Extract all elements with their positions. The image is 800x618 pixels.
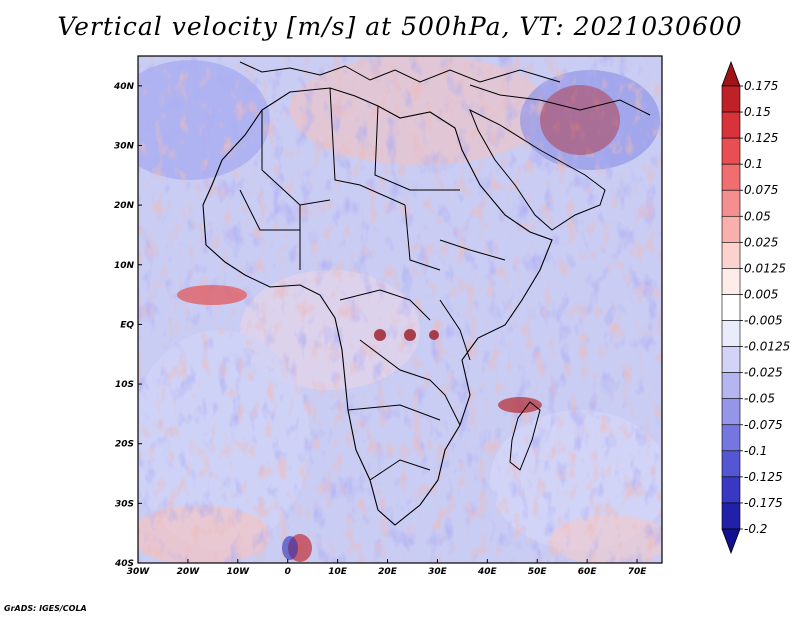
lon-tick-label: 10E — [328, 567, 348, 577]
lat-tick-label: 20S — [115, 440, 134, 450]
lat-tick-label: 20N — [114, 201, 135, 211]
lat-tick-label: 30S — [115, 499, 134, 509]
axis-ticks: 30W 20W 10W 0 10E 20E 30E 40E 50E 60E 70E 40N 30N 20N… — [113, 82, 647, 577]
colorbar-segment — [721, 450, 741, 478]
colorbar-segment — [721, 137, 741, 165]
colorbar-label: -0.175 — [744, 496, 783, 510]
colorbar-segment — [721, 111, 741, 139]
colorbar: 0.175 0.15 0.125 0.1 0.075 0.05 0.025 0.0125 0.0… — [721, 60, 790, 555]
colorbar-label: 0.15 — [744, 105, 771, 119]
lat-tick-label: 10S — [115, 380, 134, 390]
coastlines — [202, 61, 651, 526]
colorbar-segment — [721, 242, 741, 269]
colorbar-segment — [721, 85, 741, 113]
colorbar-label: 0.075 — [744, 183, 778, 197]
colorbar-segment — [721, 189, 741, 217]
colorbar-label: 0.005 — [744, 287, 778, 301]
colorbar-segment — [721, 215, 741, 243]
colorbar-label: -0.005 — [744, 314, 783, 328]
lon-tick-label: 20E — [378, 567, 398, 577]
map-title: Vertical velocity [m/s] at 500hPa, VT: 2… — [57, 12, 743, 41]
lon-tick-label: 70E — [628, 567, 648, 577]
colorbar-segment — [721, 476, 741, 504]
plot-frame — [137, 55, 663, 564]
colorbar-label: 0.025 — [744, 235, 778, 249]
colorbar-label: -0.05 — [744, 392, 775, 406]
colorbar-segment — [721, 294, 741, 321]
colorbar-label: 0.1 — [744, 157, 763, 171]
colorbar-segment — [721, 372, 741, 400]
lat-tick-label: 10N — [114, 261, 135, 271]
colorbar-segment — [721, 398, 741, 426]
colorbar-label: -0.125 — [744, 470, 783, 484]
lon-tick-label: 0 — [285, 567, 291, 577]
credit-text: GrADS: IGES/COLA — [4, 604, 87, 613]
colorbar-label: -0.0125 — [744, 340, 790, 354]
lon-tick-label: 30E — [428, 567, 448, 577]
lon-tick-label: 10W — [227, 567, 251, 577]
velocity-field — [138, 56, 662, 563]
colorbar-label: -0.075 — [744, 418, 783, 432]
colorbar-label: 0.0125 — [744, 261, 786, 275]
colorbar-segment — [721, 163, 741, 191]
colorbar-label: -0.2 — [744, 522, 767, 536]
colorbar-label: 0.05 — [744, 209, 771, 223]
colorbar-label: 0.175 — [744, 79, 778, 93]
lon-tick-label: 50E — [528, 567, 548, 577]
lon-tick-label: 40E — [477, 567, 498, 577]
colorbar-segment — [721, 346, 741, 373]
lon-tick-label: 20W — [177, 567, 201, 577]
lat-tick-label: 30N — [114, 141, 135, 151]
colorbar-top-arrow — [721, 60, 741, 87]
colorbar-segment — [721, 268, 741, 295]
colorbar-bottom-arrow — [721, 528, 741, 555]
colorbar-label: -0.025 — [744, 366, 783, 380]
lat-tick-label: 40S — [114, 559, 134, 569]
colorbar-label: 0.125 — [744, 131, 778, 145]
colorbar-segment — [721, 320, 741, 347]
lon-tick-label: 60E — [578, 567, 598, 577]
lat-tick-label: EQ — [120, 320, 134, 330]
colorbar-label: -0.1 — [744, 444, 767, 458]
lat-tick-label: 40N — [113, 82, 135, 92]
lon-tick-label: 30W — [127, 567, 151, 577]
colorbar-segment — [721, 424, 741, 452]
colorbar-segment — [721, 502, 741, 530]
